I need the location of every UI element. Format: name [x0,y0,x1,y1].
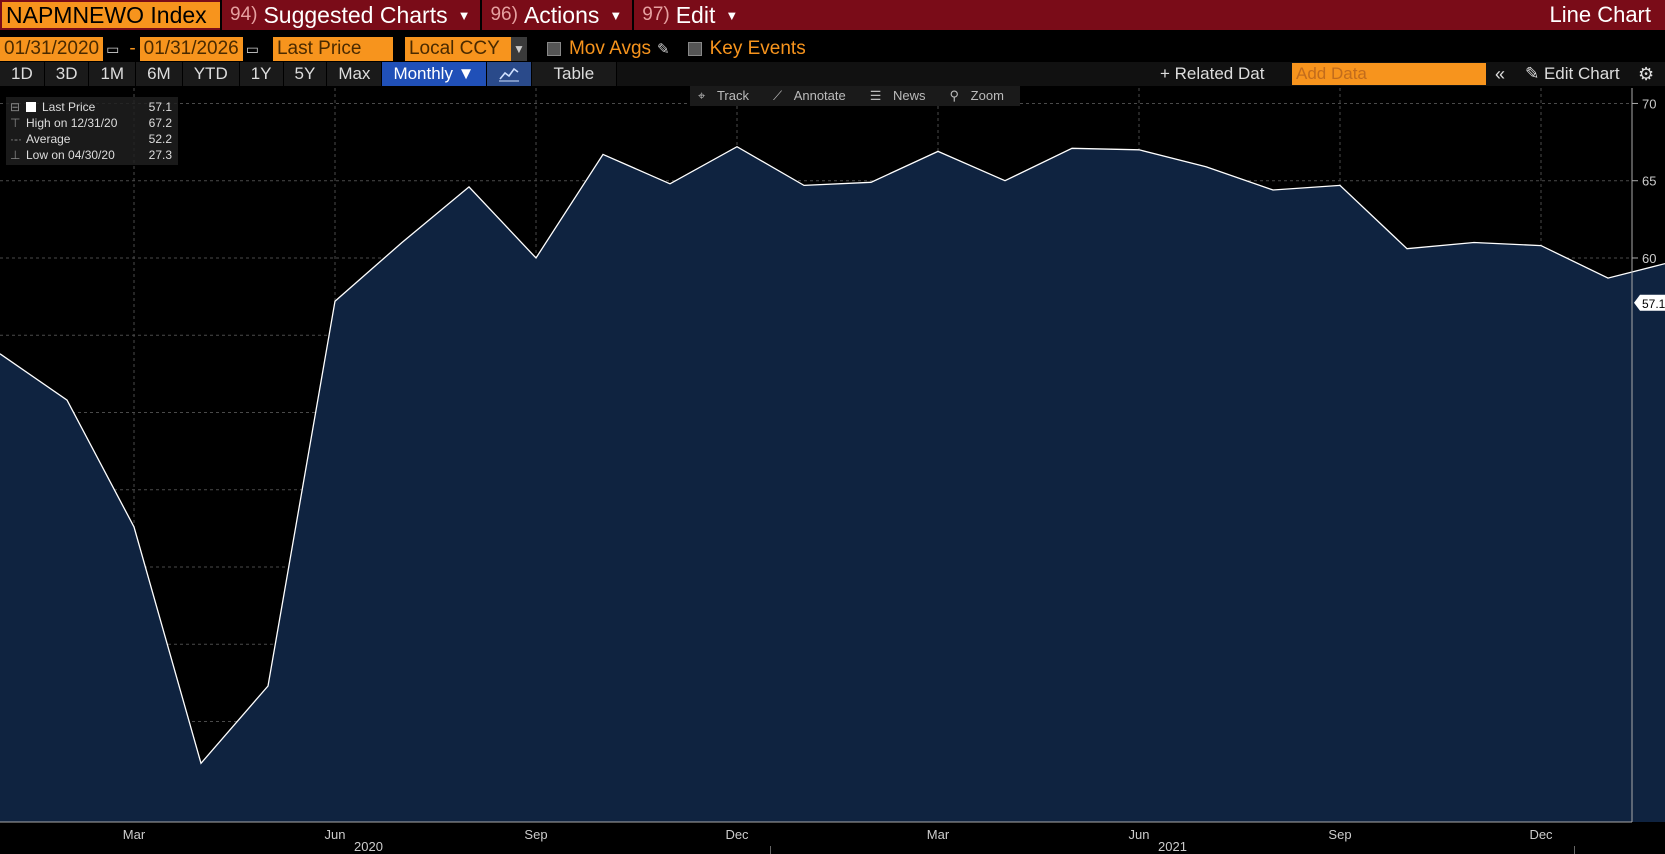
high-marker-icon: ⊤ [10,116,21,130]
y-tick-label: 65 [1642,174,1656,189]
table-button[interactable]: Table [531,62,618,86]
menu-number: 94) [230,4,258,25]
legend-label: Low on 04/30/20 [26,148,115,162]
legend-row[interactable]: ⊟ Last Price 57.1 [6,99,178,115]
edit-chart-label: Edit Chart [1543,64,1620,83]
mov-avgs-label: Mov Avgs [568,38,652,59]
frequency-select[interactable]: Monthly ▼ [382,62,487,86]
news-tool[interactable]: ☰ News [862,86,942,106]
x-month-label: Dec [1529,827,1553,842]
last-value-marker [1634,294,1665,311]
legend-row: ⊥ Low on 04/30/20 27.3 [6,147,178,163]
zoom-tool[interactable]: ⚲ Zoom [942,86,1020,106]
legend-value: 67.2 [148,116,172,130]
chart-legend: ⊟ Last Price 57.1 ⊤ High on 12/31/20 67.2 … [6,97,178,165]
pencil-icon[interactable]: ✎ [657,41,670,58]
start-date-field[interactable]: 01/31/2020 [0,37,104,61]
chart-type-title: Line Chart [1549,2,1651,27]
legend-label: Average [26,132,71,146]
series-swatch [26,102,36,112]
y-tick-label: 60 [1642,251,1656,266]
date-controls: 01/31/2020 ▭ - 01/31/2026 ▭ Last Price L… [0,36,1665,62]
average-marker-icon: ·-· [10,132,22,146]
actions-menu[interactable]: 96) Actions ▼ [480,0,632,30]
legend-value: 52.2 [148,132,172,146]
period-toolbar: 1D 3D 1M 6M YTD 1Y 5Y Max Monthly ▼ Tabl… [0,62,1665,86]
date-separator: - [129,38,136,59]
add-data-input[interactable] [1292,63,1486,85]
currency-select[interactable]: Local CCY [404,37,511,61]
last-value-label: 57.1 [1642,297,1665,311]
calendar-icon[interactable]: ▭ [245,40,259,57]
period-3d-button[interactable]: 3D [44,62,90,86]
legend-value: 27.3 [148,148,172,162]
annotate-label: Annotate [793,88,846,103]
related-data-button[interactable]: + Related Dat [1160,64,1265,83]
menu-label: Edit [675,1,716,28]
pencil-icon: ✎ [1525,64,1544,83]
legend-label: Last Price [42,100,96,114]
news-label: News [893,88,926,103]
x-year-label: 2021 [1158,839,1187,854]
period-1y-button[interactable]: 1Y [239,62,284,86]
mov-avgs-checkbox[interactable] [546,42,561,56]
key-events-label: Key Events [709,38,806,59]
caret-down-icon: ▼ [609,7,623,23]
x-month-label: Dec [725,827,749,842]
legend-value: 57.1 [148,100,172,114]
x-month-label: Sep [1328,827,1351,842]
ticker-field[interactable]: NAPMNEWO Index [2,2,220,28]
period-1m-button[interactable]: 1M [89,62,137,86]
series-line [0,145,1665,765]
y-tick-label: 70 [1642,96,1656,111]
caret-down-icon: ▼ [725,7,739,23]
legend-row: ·-· Average 52.2 [6,131,178,147]
menu-number: 96) [490,4,518,25]
x-month-label: Jun [1129,827,1150,842]
legend-row: ⊤ High on 12/31/20 67.2 [6,115,178,131]
collapse-icon[interactable]: « [1495,64,1506,84]
legend-label: High on 12/31/20 [26,116,118,130]
x-month-label: Jun [325,827,346,842]
zoom-label: Zoom [970,88,1004,103]
menu-number: 97) [642,4,670,25]
edit-chart-button[interactable]: ✎ Edit Chart [1525,62,1620,86]
caret-down-icon: ▼ [457,7,471,23]
track-tool[interactable]: ⌖ Track [690,86,765,106]
chevron-down-icon[interactable]: ▼ [510,37,527,61]
x-month-label: Sep [524,827,547,842]
price-field-select[interactable]: Last Price [272,37,393,61]
period-max-button[interactable]: Max [327,62,383,86]
menu-label: Actions [523,1,600,28]
annotate-tool[interactable]: ⟋ Annotate [765,86,862,106]
end-date-field[interactable]: 01/31/2026 [139,37,243,61]
x-month-label: Mar [123,827,146,842]
period-6m-button[interactable]: 6M [136,62,183,86]
collapse-box-icon[interactable]: ⊟ [10,100,21,114]
series-area [0,146,1665,822]
x-year-label: 2020 [354,839,383,854]
key-events-checkbox[interactable] [687,42,702,56]
period-1d-button[interactable]: 1D [0,62,45,86]
period-ytd-button[interactable]: YTD [182,62,240,86]
gear-icon[interactable]: ⚙ [1638,64,1655,84]
edit-menu[interactable]: 97) Edit ▼ [632,0,748,30]
header-bar: NAPMNEWO Index 94) Suggested Charts ▼ 96… [0,0,1665,30]
suggested-charts-menu[interactable]: 94) Suggested Charts ▼ [220,0,480,30]
track-label: Track [716,88,749,103]
x-month-label: Mar [927,827,950,842]
calendar-icon[interactable]: ▭ [106,40,120,57]
chart-tools: ⌖ Track ⟋ Annotate ☰ News ⚲ Zoom [690,86,1020,106]
menu-label: Suggested Charts [263,1,448,28]
period-5y-button[interactable]: 5Y [283,62,328,86]
low-marker-icon: ⊥ [10,148,21,162]
line-chart-icon[interactable] [486,62,532,86]
